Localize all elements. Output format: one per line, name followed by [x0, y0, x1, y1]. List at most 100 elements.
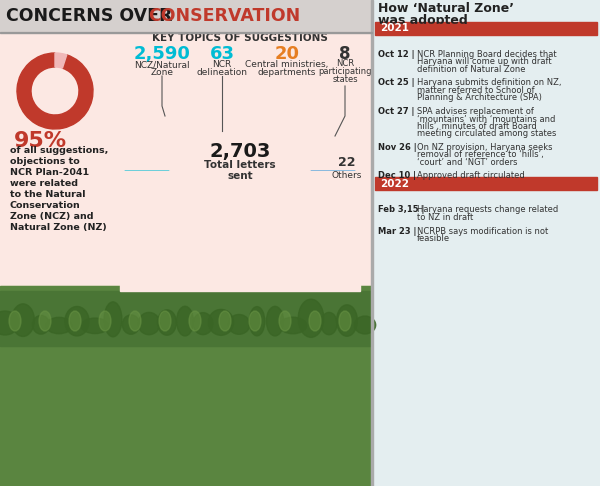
Text: hills’, minutes of draft Board: hills’, minutes of draft Board [417, 122, 537, 131]
Ellipse shape [39, 311, 51, 331]
Bar [372, 0, 600, 486]
Text: Mar 23 |: Mar 23 | [378, 226, 416, 236]
Text: Planning & Architecture (SPA): Planning & Architecture (SPA) [417, 93, 542, 103]
Text: Haryana will come up with draft: Haryana will come up with draft [417, 57, 551, 67]
Text: How ‘Natural Zone’: How ‘Natural Zone’ [378, 2, 514, 16]
Text: was adopted: was adopted [378, 15, 468, 28]
Text: Others: Others [332, 171, 362, 179]
Text: ‘court’ and ‘NGT’ orders: ‘court’ and ‘NGT’ orders [417, 158, 517, 167]
Wedge shape [125, 171, 354, 286]
Text: Haryana submits definition on NZ,: Haryana submits definition on NZ, [417, 79, 562, 87]
Bar [120, 171, 360, 291]
Ellipse shape [129, 311, 141, 331]
Ellipse shape [176, 306, 193, 336]
Text: delineation: delineation [197, 69, 248, 77]
Bar [0, 0, 372, 32]
Ellipse shape [104, 302, 122, 337]
Text: NCZ/Natural: NCZ/Natural [134, 60, 190, 69]
Text: Nov 26 |: Nov 26 | [378, 143, 417, 152]
Text: 20: 20 [275, 45, 299, 63]
Text: 2,703: 2,703 [209, 141, 271, 160]
Text: 22: 22 [338, 156, 356, 170]
Wedge shape [310, 175, 355, 186]
Text: Natural Zone (NZ): Natural Zone (NZ) [10, 223, 107, 232]
Text: matter referred to School of: matter referred to School of [417, 86, 535, 95]
Text: feasible: feasible [417, 234, 450, 243]
Text: 2,590: 2,590 [134, 45, 190, 63]
Ellipse shape [0, 311, 19, 335]
Ellipse shape [266, 306, 284, 336]
Ellipse shape [138, 312, 160, 335]
Wedge shape [55, 53, 67, 68]
Text: of all suggestions,: of all suggestions, [10, 146, 109, 155]
Bar [0, 32, 372, 486]
Text: Haryana requests change related: Haryana requests change related [417, 206, 558, 214]
Ellipse shape [339, 311, 351, 331]
Ellipse shape [208, 310, 233, 335]
Ellipse shape [249, 307, 265, 336]
Ellipse shape [46, 317, 72, 334]
Text: states: states [332, 75, 358, 85]
Ellipse shape [9, 311, 21, 331]
Text: participating: participating [318, 68, 372, 76]
Ellipse shape [65, 307, 89, 336]
Bar [375, 177, 597, 191]
Circle shape [170, 101, 310, 241]
Text: Feb 3,15 |: Feb 3,15 | [378, 206, 425, 214]
Ellipse shape [32, 315, 50, 334]
Wedge shape [310, 173, 355, 175]
Bar [0, 291, 372, 346]
Text: were related: were related [10, 179, 78, 188]
Text: Oct 12 |: Oct 12 | [378, 50, 415, 59]
Ellipse shape [159, 311, 171, 331]
Text: CONCERNS OVER: CONCERNS OVER [6, 7, 179, 25]
Text: Approved draft circulated: Approved draft circulated [417, 172, 525, 180]
Text: NCR Planning Board decides that: NCR Planning Board decides that [417, 50, 557, 59]
Bar [371, 0, 373, 486]
Bar [0, 286, 372, 486]
Ellipse shape [279, 311, 291, 331]
Text: NCR Plan-2041: NCR Plan-2041 [10, 168, 89, 177]
Ellipse shape [309, 311, 321, 331]
Ellipse shape [158, 310, 176, 335]
Ellipse shape [337, 305, 358, 336]
Text: NCRPB says modification is not: NCRPB says modification is not [417, 226, 548, 236]
Ellipse shape [122, 315, 140, 334]
Text: Dec 10 |: Dec 10 | [378, 172, 416, 180]
Text: 8: 8 [339, 45, 351, 63]
Ellipse shape [249, 311, 261, 331]
Text: 95%: 95% [14, 131, 67, 151]
Bar [378, 24, 463, 27]
Ellipse shape [11, 304, 34, 336]
Text: KEY TOPICS OF SUGGESTIONS: KEY TOPICS OF SUGGESTIONS [152, 33, 328, 43]
Ellipse shape [81, 318, 109, 333]
Text: to the Natural: to the Natural [10, 190, 86, 199]
Text: objections to: objections to [10, 157, 80, 166]
Wedge shape [17, 53, 93, 129]
Ellipse shape [321, 312, 337, 335]
Text: Central ministries,: Central ministries, [245, 60, 329, 69]
Text: Oct 27 |: Oct 27 | [378, 107, 415, 116]
Ellipse shape [280, 317, 307, 334]
Bar [375, 22, 597, 35]
Text: Oct 25 |: Oct 25 | [378, 79, 415, 87]
Text: CONSERVATION: CONSERVATION [148, 7, 300, 25]
Ellipse shape [189, 311, 201, 331]
Text: to NZ in draft: to NZ in draft [417, 213, 473, 222]
Ellipse shape [193, 312, 213, 335]
Ellipse shape [99, 311, 111, 331]
Text: SPA advises replacement of: SPA advises replacement of [417, 107, 534, 116]
Text: meeting circulated among states: meeting circulated among states [417, 129, 556, 139]
Ellipse shape [69, 311, 81, 331]
Text: ‘mountains’ with ‘mountains and: ‘mountains’ with ‘mountains and [417, 115, 556, 123]
Text: removal of reference to ‘hills’,: removal of reference to ‘hills’, [417, 151, 544, 159]
Text: 2021: 2021 [380, 23, 409, 34]
Bar [0, 32, 372, 33]
Text: 63: 63 [209, 45, 235, 63]
Text: Zone: Zone [151, 69, 173, 77]
Text: 2022: 2022 [380, 179, 409, 189]
Wedge shape [310, 171, 355, 174]
Text: Total letters: Total letters [204, 160, 276, 170]
Text: Conservation: Conservation [10, 201, 81, 210]
Wedge shape [310, 174, 355, 178]
